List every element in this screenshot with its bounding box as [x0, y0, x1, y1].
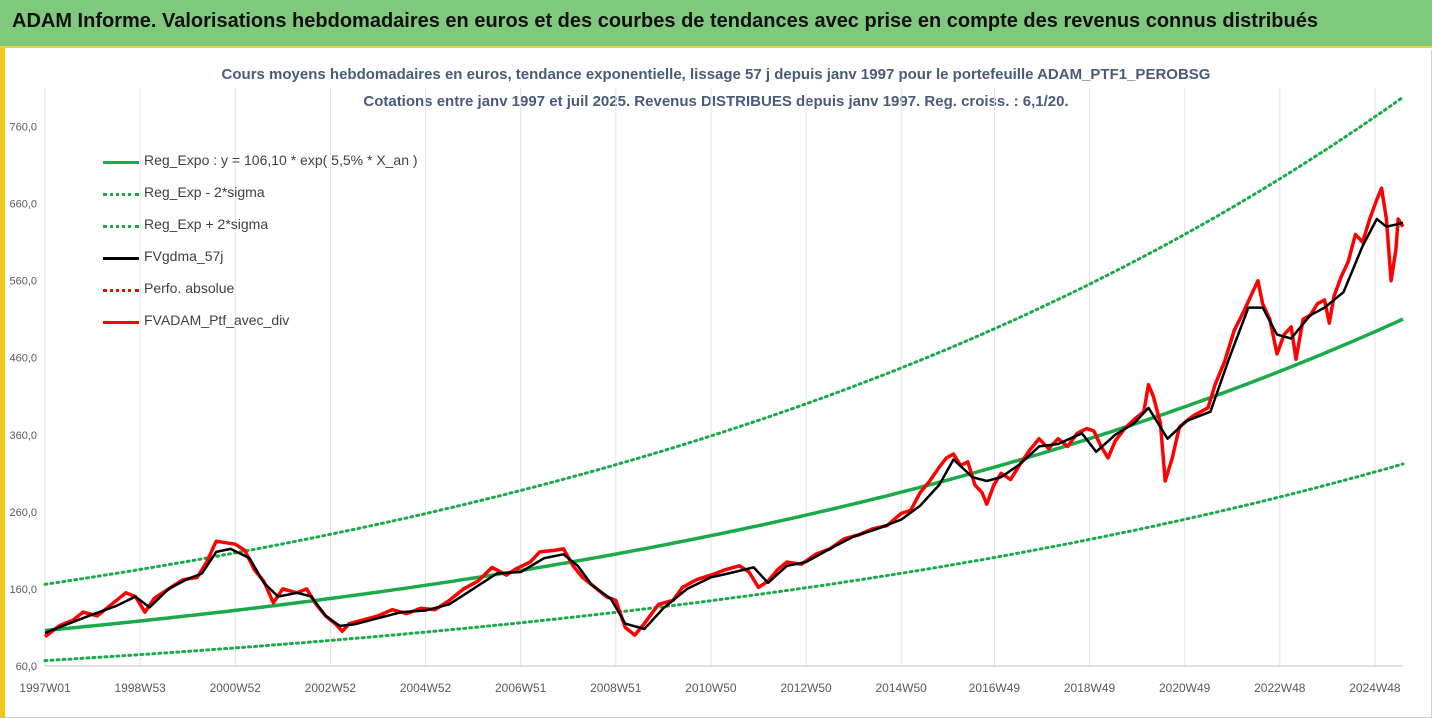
x-tick-label: 2008W51 — [590, 681, 642, 695]
x-tick-label: 2002W52 — [305, 681, 357, 695]
x-tick-label: 2006W51 — [495, 681, 547, 695]
x-tick-label: 2018W49 — [1064, 681, 1116, 695]
report-title-banner: ADAM Informe. Valorisations hebdomadaire… — [0, 0, 1432, 48]
legend-label: FVADAM_Ptf_avec_div — [144, 312, 290, 328]
y-tick-label: 160,0 — [9, 584, 37, 596]
legend-swatch — [103, 257, 139, 260]
y-tick-label: 660,0 — [9, 199, 37, 211]
y-tick-label: 260,0 — [9, 507, 37, 519]
left-accent-strip — [0, 48, 5, 718]
y-tick-label: 560,0 — [9, 276, 37, 288]
y-tick-label: 360,0 — [9, 430, 37, 442]
series-fvgdma-57j — [44, 217, 1404, 635]
series-reg-exp-plus-2sigma — [43, 95, 1405, 586]
x-tick-label: 1998W53 — [114, 681, 166, 695]
series-reg-expo — [44, 317, 1404, 633]
x-tick-label: 2010W50 — [685, 681, 737, 695]
x-tick-label: 1997W01 — [19, 681, 71, 695]
legend-label: FVgdma_57j — [144, 248, 224, 264]
x-tick-label: 2022W48 — [1254, 681, 1306, 695]
legend-swatch — [103, 321, 139, 324]
x-tick-label: 2020W49 — [1159, 681, 1211, 695]
x-tick-label: 2012W50 — [780, 681, 832, 695]
legend-swatch — [103, 161, 139, 164]
x-tick-label: 2004W52 — [400, 681, 452, 695]
y-tick-label: 460,0 — [9, 353, 37, 365]
y-tick-label: 60,0 — [16, 661, 37, 673]
x-tick-label: 2024W48 — [1349, 681, 1401, 695]
legend-swatch — [103, 193, 139, 196]
series-reg-exp-minus-2sigma — [43, 462, 1405, 663]
legend-label: Reg_Exp - 2*sigma — [144, 184, 265, 200]
legend-label: Perfo. absolue — [144, 280, 235, 296]
series-fvadam-ptf-avec-div — [43, 186, 1405, 639]
chart-title: Cours moyens hebdomadaires en euros, ten… — [221, 66, 1211, 83]
x-tick-label: 2014W50 — [875, 681, 927, 695]
chart-subtitle: Cotations entre janv 1997 et juil 2025. … — [363, 93, 1069, 110]
legend-swatch — [103, 289, 139, 292]
legend-label: Reg_Exp + 2*sigma — [144, 216, 269, 232]
x-tick-label: 2000W52 — [210, 681, 262, 695]
y-tick-label: 760,0 — [9, 122, 37, 134]
x-tick-label: 2016W49 — [969, 681, 1021, 695]
legend-swatch — [103, 225, 139, 228]
legend-label: Reg_Expo : y = 106,10 * exp( 5,5% * X_an… — [144, 152, 418, 168]
